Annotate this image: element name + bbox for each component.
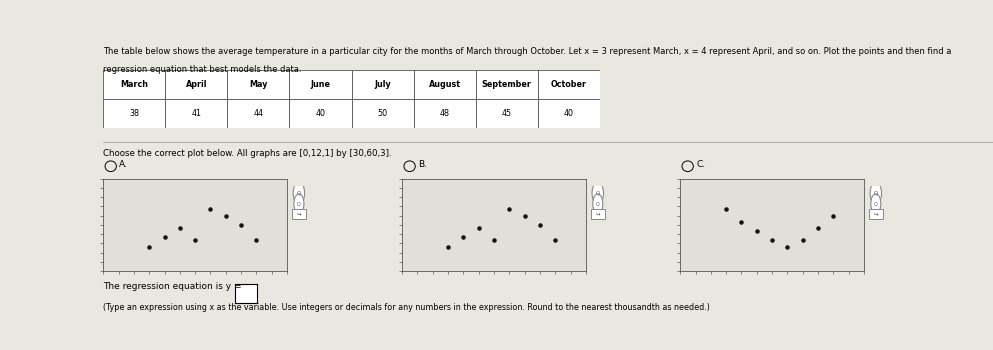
Text: 50: 50	[377, 109, 387, 118]
Bar	[352, 99, 413, 128]
Point	[794, 238, 810, 243]
Point	[780, 244, 795, 249]
Point	[718, 206, 734, 212]
Text: C.: C.	[696, 160, 705, 169]
Text: ↪: ↪	[297, 211, 301, 216]
Circle shape	[593, 194, 603, 214]
Point	[248, 238, 264, 243]
Bar	[538, 70, 600, 99]
Point	[217, 213, 233, 218]
Text: The regression equation is y =: The regression equation is y =	[103, 282, 241, 291]
Text: 45: 45	[501, 109, 511, 118]
Bar	[103, 99, 165, 128]
Text: Q: Q	[596, 191, 600, 196]
Point	[203, 206, 218, 212]
Point	[749, 228, 765, 234]
Text: August: August	[429, 80, 461, 89]
Text: 40: 40	[564, 109, 574, 118]
Text: ↪: ↪	[596, 211, 600, 216]
Point	[487, 238, 502, 243]
Text: July: July	[374, 80, 391, 89]
Bar	[165, 70, 227, 99]
Circle shape	[870, 182, 882, 204]
Text: A.: A.	[119, 160, 128, 169]
Point	[233, 222, 249, 228]
Text: Choose the correct plot below. All graphs are [0,12,1] by [30,60,3].: Choose the correct plot below. All graph…	[103, 149, 392, 158]
Text: (Type an expression using x as the variable. Use integers or decimals for any nu: (Type an expression using x as the varia…	[103, 303, 710, 312]
Point	[501, 206, 517, 212]
Circle shape	[294, 194, 304, 214]
Bar	[476, 99, 538, 128]
Bar	[103, 70, 165, 99]
Point	[734, 219, 750, 225]
Point	[157, 234, 173, 240]
Text: June: June	[311, 80, 331, 89]
Text: Q: Q	[297, 191, 301, 196]
Bar	[352, 70, 413, 99]
Point	[825, 213, 841, 218]
Text: Q: Q	[874, 201, 878, 206]
Bar	[591, 209, 605, 219]
Bar	[227, 70, 290, 99]
Point	[187, 238, 203, 243]
Bar	[292, 209, 306, 219]
Text: B.: B.	[418, 160, 427, 169]
Text: March: March	[120, 80, 148, 89]
Circle shape	[871, 194, 881, 214]
Point	[440, 244, 456, 249]
Bar	[165, 99, 227, 128]
Point	[172, 225, 188, 231]
Text: Q: Q	[596, 201, 600, 206]
Bar	[538, 99, 600, 128]
Point	[471, 225, 487, 231]
Circle shape	[293, 182, 305, 204]
Text: April: April	[186, 80, 208, 89]
Text: 44: 44	[253, 109, 263, 118]
Text: 48: 48	[440, 109, 450, 118]
Text: Q: Q	[874, 191, 878, 196]
Text: May: May	[249, 80, 268, 89]
Text: regression equation that best models the data.: regression equation that best models the…	[103, 65, 302, 74]
Text: 38: 38	[129, 109, 139, 118]
Bar	[289, 99, 352, 128]
Bar	[227, 99, 290, 128]
Text: Q: Q	[297, 201, 301, 206]
Circle shape	[592, 182, 604, 204]
Text: The table below shows the average temperature in a particular city for the month: The table below shows the average temper…	[103, 47, 951, 56]
Point	[547, 238, 563, 243]
Text: 40: 40	[316, 109, 326, 118]
Text: 41: 41	[192, 109, 202, 118]
Text: September: September	[482, 80, 531, 89]
Point	[141, 244, 157, 249]
Text: ↪: ↪	[874, 211, 878, 216]
Bar	[289, 70, 352, 99]
Point	[765, 238, 780, 243]
Text: October: October	[551, 80, 587, 89]
Point	[532, 222, 548, 228]
Bar	[476, 70, 538, 99]
Bar	[413, 70, 476, 99]
Point	[810, 225, 826, 231]
Point	[516, 213, 532, 218]
Point	[456, 234, 472, 240]
Bar	[413, 99, 476, 128]
Bar	[869, 209, 883, 219]
